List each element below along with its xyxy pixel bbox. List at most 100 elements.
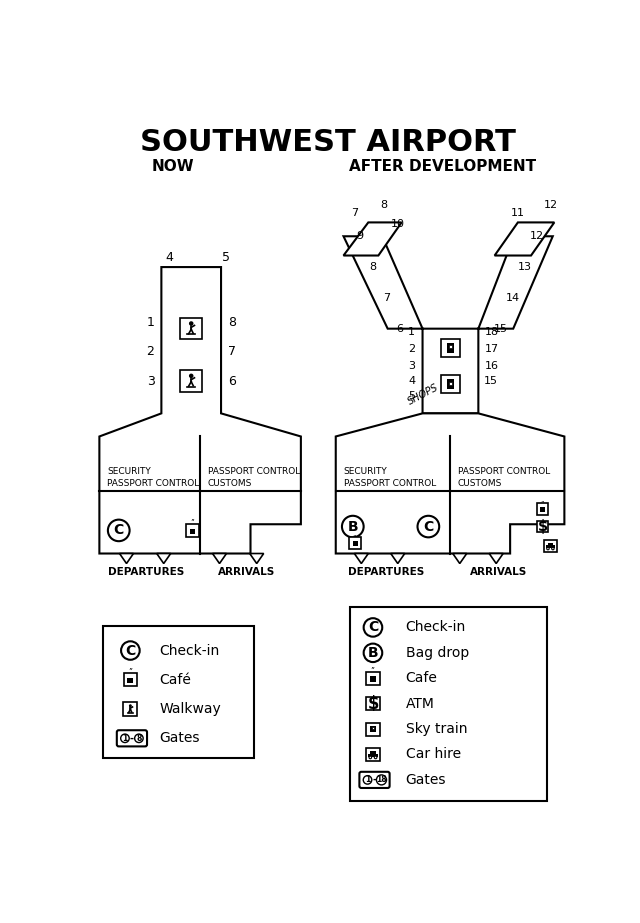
Polygon shape xyxy=(344,222,402,256)
Text: SOUTHWEST AIRPORT: SOUTHWEST AIRPORT xyxy=(140,128,516,158)
Text: Car hire: Car hire xyxy=(406,748,461,761)
Bar xyxy=(124,673,137,687)
Polygon shape xyxy=(99,267,301,554)
Text: 7: 7 xyxy=(228,345,236,358)
Text: Gates: Gates xyxy=(406,773,446,787)
Text: B: B xyxy=(367,646,378,660)
Bar xyxy=(447,343,454,353)
Text: DEPARTURES: DEPARTURES xyxy=(108,568,184,578)
Text: Check-in: Check-in xyxy=(159,643,220,657)
Circle shape xyxy=(189,374,193,378)
Polygon shape xyxy=(355,554,368,564)
Text: 8: 8 xyxy=(228,316,236,329)
Text: 17: 17 xyxy=(485,343,499,354)
Text: Sky train: Sky train xyxy=(406,722,467,736)
Text: 1: 1 xyxy=(147,316,154,329)
Text: SHOPS: SHOPS xyxy=(406,383,440,407)
Text: -: - xyxy=(130,733,134,743)
Text: Cafe: Cafe xyxy=(406,671,437,685)
Text: Check-in: Check-in xyxy=(406,620,466,634)
Bar xyxy=(449,345,452,349)
Text: B: B xyxy=(348,520,358,533)
Text: ’’: ’’ xyxy=(540,500,545,507)
Text: 8: 8 xyxy=(380,200,387,210)
Text: ’’: ’’ xyxy=(371,666,376,676)
Text: 18: 18 xyxy=(485,327,499,337)
Text: 5: 5 xyxy=(221,251,230,264)
Bar xyxy=(447,379,454,389)
Bar xyxy=(353,541,358,545)
Polygon shape xyxy=(489,554,503,564)
Text: 6: 6 xyxy=(397,324,404,334)
Text: SECURITY
PASSPORT CONTROL: SECURITY PASSPORT CONTROL xyxy=(344,466,436,488)
Text: ATM: ATM xyxy=(406,697,435,711)
Polygon shape xyxy=(391,554,404,564)
Text: 10: 10 xyxy=(391,219,404,229)
Bar xyxy=(540,508,545,511)
FancyBboxPatch shape xyxy=(360,772,390,788)
Bar xyxy=(370,751,376,754)
Text: 8: 8 xyxy=(136,734,141,743)
Circle shape xyxy=(189,321,193,326)
Bar xyxy=(366,748,380,761)
Text: C: C xyxy=(423,520,433,533)
Circle shape xyxy=(374,756,377,759)
Text: 9: 9 xyxy=(356,232,364,241)
Text: 3: 3 xyxy=(147,375,154,388)
Bar xyxy=(441,339,460,357)
Text: 4: 4 xyxy=(165,251,173,264)
Polygon shape xyxy=(452,554,467,564)
Bar xyxy=(127,678,133,683)
Polygon shape xyxy=(157,554,171,564)
Text: 12: 12 xyxy=(544,200,558,210)
Polygon shape xyxy=(336,414,564,554)
Bar xyxy=(349,606,547,800)
Text: 4: 4 xyxy=(408,376,415,386)
Text: 18: 18 xyxy=(376,775,387,785)
Bar xyxy=(366,697,380,710)
Text: Café: Café xyxy=(159,673,191,687)
Bar xyxy=(372,727,374,729)
Text: PASSPORT CONTROL
CUSTOMS: PASSPORT CONTROL CUSTOMS xyxy=(458,466,550,488)
Bar xyxy=(544,540,557,552)
Text: 1: 1 xyxy=(365,775,370,785)
Text: 7: 7 xyxy=(351,209,358,218)
Text: C: C xyxy=(125,643,136,657)
Text: 3: 3 xyxy=(408,361,415,371)
Circle shape xyxy=(369,756,372,759)
Bar xyxy=(349,537,361,548)
Text: 15: 15 xyxy=(484,376,498,386)
Text: 1: 1 xyxy=(122,734,127,743)
Circle shape xyxy=(552,547,554,550)
Text: NOW: NOW xyxy=(152,160,195,174)
Text: -: - xyxy=(372,775,376,785)
Text: $: $ xyxy=(367,695,379,713)
Bar xyxy=(370,677,376,681)
Bar xyxy=(366,672,380,685)
Bar xyxy=(186,524,198,536)
Polygon shape xyxy=(495,222,554,256)
Text: 15: 15 xyxy=(494,324,508,334)
Text: Gates: Gates xyxy=(159,731,200,745)
Bar xyxy=(441,375,460,393)
Polygon shape xyxy=(250,554,264,564)
Text: SECURITY
PASSPORT CONTROL: SECURITY PASSPORT CONTROL xyxy=(107,466,200,488)
Circle shape xyxy=(547,547,549,550)
Text: AFTER DEVELOPMENT: AFTER DEVELOPMENT xyxy=(349,160,536,174)
Text: 8: 8 xyxy=(370,262,377,272)
Text: DEPARTURES: DEPARTURES xyxy=(348,568,424,578)
Text: Walkway: Walkway xyxy=(159,702,221,716)
Text: $: $ xyxy=(538,519,548,534)
Text: 6: 6 xyxy=(228,375,236,388)
Text: 2: 2 xyxy=(408,343,415,354)
Text: 16: 16 xyxy=(485,361,499,371)
Text: 12: 12 xyxy=(529,232,543,241)
Text: 7: 7 xyxy=(383,293,390,303)
Bar xyxy=(548,543,553,545)
Polygon shape xyxy=(212,554,227,564)
Bar xyxy=(369,754,378,757)
Text: C: C xyxy=(114,523,124,537)
Text: 13: 13 xyxy=(518,262,532,272)
Text: Bag drop: Bag drop xyxy=(406,646,468,660)
Bar xyxy=(537,521,548,533)
